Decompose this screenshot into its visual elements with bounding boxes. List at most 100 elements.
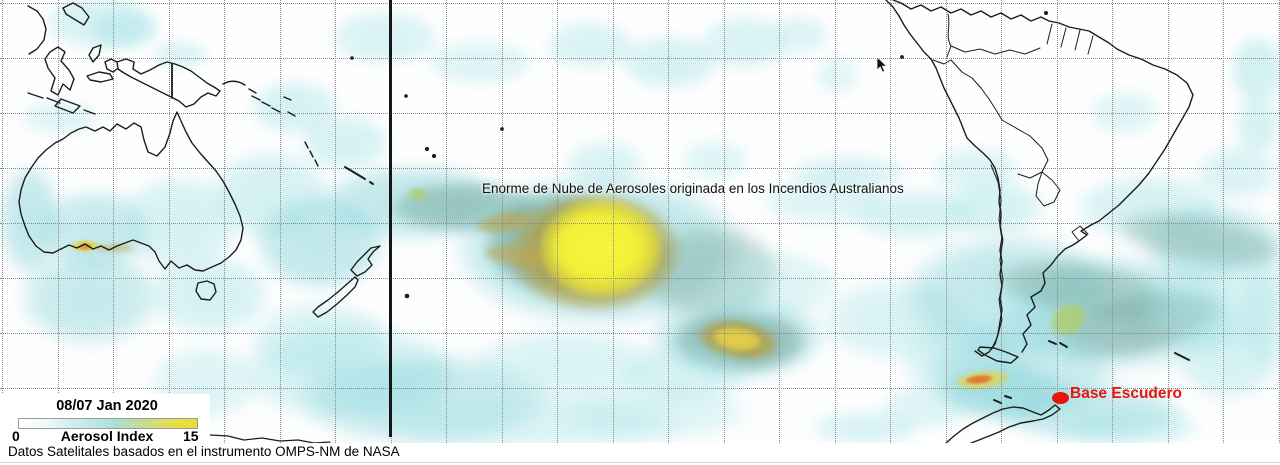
grid-line-vertical xyxy=(945,0,947,443)
grid-line-vertical xyxy=(668,0,669,443)
aerosol-patch xyxy=(560,385,750,440)
grid-line-vertical xyxy=(446,0,447,443)
grid-line-horizontal xyxy=(0,3,1280,4)
grid-line-vertical xyxy=(1001,0,1002,443)
aerosol-patch xyxy=(300,355,550,443)
aerosol-patch xyxy=(45,0,155,50)
aerosol-patch xyxy=(300,115,390,170)
aerosol-patch xyxy=(680,140,750,180)
grid-line-vertical xyxy=(279,0,281,443)
falkland-islands xyxy=(1048,340,1068,348)
grid-line-vertical xyxy=(834,0,836,443)
aerosol-patch xyxy=(620,35,720,90)
grid-line-vertical xyxy=(557,0,558,443)
aerosol-patch xyxy=(95,243,135,253)
aerosol-patch xyxy=(565,140,645,185)
grid-line-vertical xyxy=(1056,0,1058,443)
antarctic-coast-fragment xyxy=(209,434,331,443)
aerosol-patch xyxy=(992,249,1178,330)
mouse-cursor-icon xyxy=(876,56,888,73)
aerosol-patch xyxy=(925,325,1115,420)
grid-line-vertical xyxy=(57,0,59,443)
aerosol-patch xyxy=(240,325,460,420)
aerosol-patch xyxy=(650,295,825,380)
aerosol-cloud-annotation: Enorme de Nube de Aerosoles originada en… xyxy=(482,181,904,196)
aerosol-patch xyxy=(330,10,440,65)
grid-line-vertical xyxy=(1223,0,1224,443)
legend-date: 08/07 Jan 2020 xyxy=(56,398,158,414)
aerosol-patch xyxy=(1195,145,1280,200)
aerosol-patch xyxy=(815,55,860,95)
grid-line-vertical xyxy=(1167,0,1169,443)
aerosol-patch xyxy=(40,190,150,270)
grid-line-vertical xyxy=(779,0,780,443)
aerosol-patch xyxy=(700,15,790,70)
aerosol-patch xyxy=(380,395,680,443)
pacific-islands xyxy=(304,10,1048,299)
south-america-coastline xyxy=(885,0,1194,364)
secondary-olive-blob xyxy=(695,314,781,366)
south-georgia-island xyxy=(1174,352,1190,361)
base-escudero-label: Base Escudero xyxy=(1070,385,1182,402)
grid-line-vertical xyxy=(612,0,614,443)
aerosol-patch xyxy=(255,195,385,290)
aerosol-patch xyxy=(1111,200,1280,280)
plume-yellow-core xyxy=(540,199,662,297)
aerosol-patch xyxy=(1145,205,1280,280)
data-source-caption: Datos Satelitales basados en el instrume… xyxy=(8,444,400,459)
aerosol-patch xyxy=(930,145,1020,195)
date-divider-line xyxy=(389,0,392,437)
grid-line-horizontal xyxy=(0,278,1280,279)
aerosol-patch xyxy=(810,410,920,443)
map-canvas: Enorme de Nube de Aerosoles originada en… xyxy=(0,0,1280,443)
aerosol-patch xyxy=(710,323,764,355)
aerosol-patch xyxy=(20,100,100,135)
aerosol-patch xyxy=(1050,408,1200,443)
aerosol-patch xyxy=(850,190,980,240)
aerosol-index-colorbar xyxy=(18,418,198,429)
aerosol-patch xyxy=(210,150,330,240)
grid-line-vertical xyxy=(1112,0,1113,443)
legend-title: Aerosol Index xyxy=(60,428,154,443)
grid-line-horizontal xyxy=(0,113,1280,114)
aerosol-patch xyxy=(905,235,1115,355)
aerosol-patch xyxy=(485,192,620,292)
south-america-borders xyxy=(932,13,1094,351)
aerosol-patch xyxy=(473,206,539,238)
grid-line-horizontal xyxy=(0,333,1280,334)
aerosol-patch xyxy=(700,250,840,320)
aerosol-patch xyxy=(1235,95,1280,155)
grid-line-horizontal xyxy=(0,168,1280,169)
aerosol-patch xyxy=(620,345,750,405)
aerosol-patch xyxy=(1010,255,1240,370)
aerosol-patch xyxy=(545,20,635,70)
antarctic-peninsula-coastline xyxy=(945,404,1061,443)
grid-line-vertical xyxy=(224,0,225,443)
grid-line-horizontal xyxy=(0,388,1280,389)
base-escudero-dot-icon xyxy=(1052,392,1069,404)
legend-max-value: 15 xyxy=(183,428,199,443)
aerosol-patch xyxy=(250,80,340,135)
aerosol-patch xyxy=(1230,35,1280,105)
aerosol-patch xyxy=(250,300,390,380)
new-guinea-coastline xyxy=(104,58,296,117)
grid-line-vertical xyxy=(890,0,891,443)
aerosol-patch xyxy=(20,250,160,345)
grid-line-vertical xyxy=(335,0,336,443)
aerosol-patch xyxy=(820,280,970,360)
antarctic-coastlines xyxy=(209,395,1061,443)
plume-olive-fringe xyxy=(510,193,680,311)
green-streak-chile xyxy=(1043,295,1093,345)
grid-line-vertical xyxy=(113,0,114,443)
bottom-divider xyxy=(0,462,1280,463)
caption-strip: Datos Satelitales basados en el instrume… xyxy=(0,443,1280,465)
aerosol-patch xyxy=(470,330,660,400)
tierra-del-fuego-coastline xyxy=(977,346,1019,364)
aerosol-patch xyxy=(90,10,160,50)
aerosol-patch xyxy=(1140,255,1280,350)
aerosol-patch xyxy=(640,225,780,320)
aerosol-patch xyxy=(78,243,92,250)
new-zealand-coastline xyxy=(312,245,381,318)
small-green-spot xyxy=(408,188,428,200)
